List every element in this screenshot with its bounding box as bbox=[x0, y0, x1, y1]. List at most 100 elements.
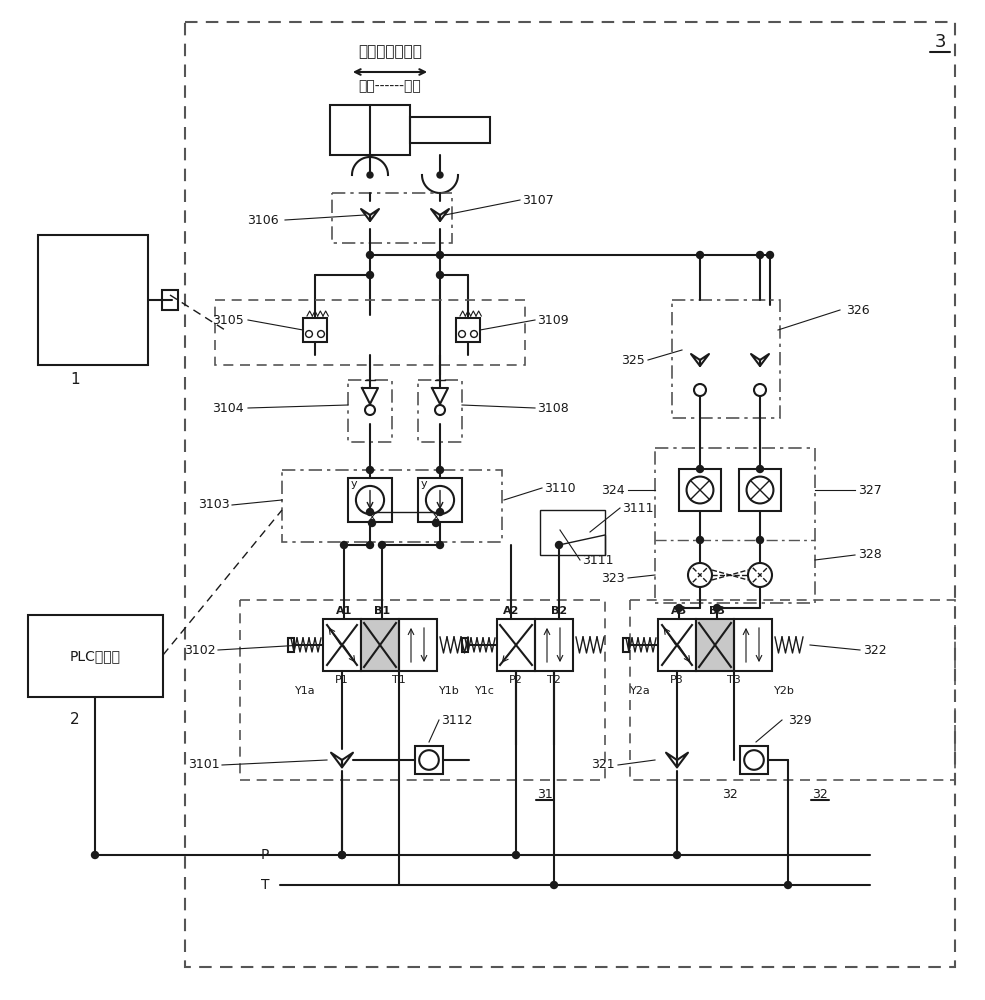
Bar bbox=[462, 638, 468, 652]
Text: 327: 327 bbox=[858, 484, 882, 496]
Bar bbox=[418, 380, 462, 442]
Polygon shape bbox=[677, 753, 688, 767]
Bar bbox=[323, 619, 361, 671]
Text: T3: T3 bbox=[727, 675, 741, 685]
Bar bbox=[38, 235, 148, 365]
Text: P: P bbox=[261, 848, 269, 862]
Text: B3: B3 bbox=[709, 606, 725, 616]
Bar bbox=[456, 318, 480, 342]
Circle shape bbox=[436, 271, 443, 278]
Text: 3101: 3101 bbox=[188, 758, 220, 772]
Text: P2: P2 bbox=[509, 675, 523, 685]
Polygon shape bbox=[331, 753, 342, 767]
Polygon shape bbox=[666, 753, 677, 767]
Bar bbox=[540, 510, 605, 555]
Bar bbox=[734, 619, 772, 671]
Circle shape bbox=[766, 251, 773, 258]
Circle shape bbox=[436, 508, 443, 516]
Circle shape bbox=[436, 466, 443, 474]
Circle shape bbox=[367, 172, 373, 178]
Circle shape bbox=[366, 542, 373, 548]
Polygon shape bbox=[432, 388, 448, 404]
Polygon shape bbox=[361, 209, 370, 221]
Bar bbox=[410, 117, 490, 143]
Text: 32: 32 bbox=[722, 788, 738, 802]
Circle shape bbox=[366, 251, 373, 258]
Text: 3103: 3103 bbox=[198, 498, 230, 512]
Circle shape bbox=[341, 542, 348, 548]
Text: P1: P1 bbox=[335, 675, 349, 685]
Bar bbox=[679, 469, 721, 511]
Text: 料流调节阀油缸: 料流调节阀油缸 bbox=[359, 44, 422, 60]
Circle shape bbox=[551, 882, 558, 888]
Text: Y1b: Y1b bbox=[438, 686, 459, 696]
Circle shape bbox=[436, 542, 443, 548]
Circle shape bbox=[784, 882, 792, 888]
Circle shape bbox=[756, 251, 763, 258]
Bar bbox=[185, 22, 955, 967]
Text: B2: B2 bbox=[551, 606, 567, 616]
Circle shape bbox=[436, 251, 443, 258]
Text: x: x bbox=[368, 512, 375, 522]
Text: Y2a: Y2a bbox=[629, 686, 650, 696]
Bar bbox=[623, 638, 629, 652]
Text: 2: 2 bbox=[70, 712, 80, 728]
Text: A2: A2 bbox=[502, 606, 519, 616]
Bar bbox=[330, 105, 410, 155]
Polygon shape bbox=[342, 753, 353, 767]
Bar bbox=[162, 290, 178, 310]
Text: 3: 3 bbox=[934, 33, 946, 51]
Text: P3: P3 bbox=[670, 675, 684, 685]
Text: 329: 329 bbox=[788, 714, 812, 726]
Text: 3102: 3102 bbox=[184, 644, 216, 656]
Bar bbox=[740, 746, 768, 774]
Text: 3112: 3112 bbox=[441, 714, 473, 726]
Bar bbox=[696, 619, 734, 671]
Text: 321: 321 bbox=[591, 758, 615, 772]
Text: 3105: 3105 bbox=[212, 314, 244, 326]
Text: T: T bbox=[261, 878, 269, 892]
Text: 31: 31 bbox=[537, 788, 553, 802]
Circle shape bbox=[339, 852, 346, 858]
Text: y: y bbox=[351, 479, 358, 489]
Bar bbox=[332, 193, 452, 243]
Circle shape bbox=[432, 520, 439, 526]
Bar bbox=[240, 600, 605, 780]
Bar bbox=[739, 469, 781, 511]
Bar bbox=[415, 746, 443, 774]
Circle shape bbox=[378, 542, 385, 548]
Text: 1: 1 bbox=[70, 372, 80, 387]
Text: 3111: 3111 bbox=[623, 502, 654, 514]
Bar bbox=[282, 470, 502, 542]
Bar bbox=[655, 448, 815, 603]
Bar bbox=[418, 478, 462, 522]
Text: 关闭------打开: 关闭------打开 bbox=[359, 79, 422, 93]
Circle shape bbox=[339, 852, 346, 858]
Circle shape bbox=[366, 466, 373, 474]
Text: 322: 322 bbox=[863, 644, 886, 656]
Text: x: x bbox=[432, 512, 439, 522]
Circle shape bbox=[366, 271, 373, 278]
Polygon shape bbox=[362, 388, 378, 404]
Bar bbox=[497, 619, 535, 671]
Circle shape bbox=[437, 172, 443, 178]
Text: 328: 328 bbox=[858, 548, 882, 562]
Text: y: y bbox=[421, 479, 427, 489]
Circle shape bbox=[696, 251, 703, 258]
Bar bbox=[288, 638, 294, 652]
Text: 32: 32 bbox=[812, 788, 827, 802]
Text: 323: 323 bbox=[601, 572, 624, 584]
Circle shape bbox=[756, 536, 763, 544]
Circle shape bbox=[366, 508, 373, 516]
Text: B1: B1 bbox=[374, 606, 390, 616]
Bar bbox=[215, 300, 525, 365]
Text: 326: 326 bbox=[846, 304, 870, 316]
Text: T2: T2 bbox=[547, 675, 560, 685]
Bar bbox=[361, 619, 399, 671]
Circle shape bbox=[696, 466, 703, 473]
Text: A1: A1 bbox=[336, 606, 353, 616]
Text: Y1c: Y1c bbox=[475, 686, 494, 696]
Bar bbox=[630, 600, 955, 780]
Bar bbox=[399, 619, 437, 671]
Text: 3109: 3109 bbox=[537, 314, 568, 326]
